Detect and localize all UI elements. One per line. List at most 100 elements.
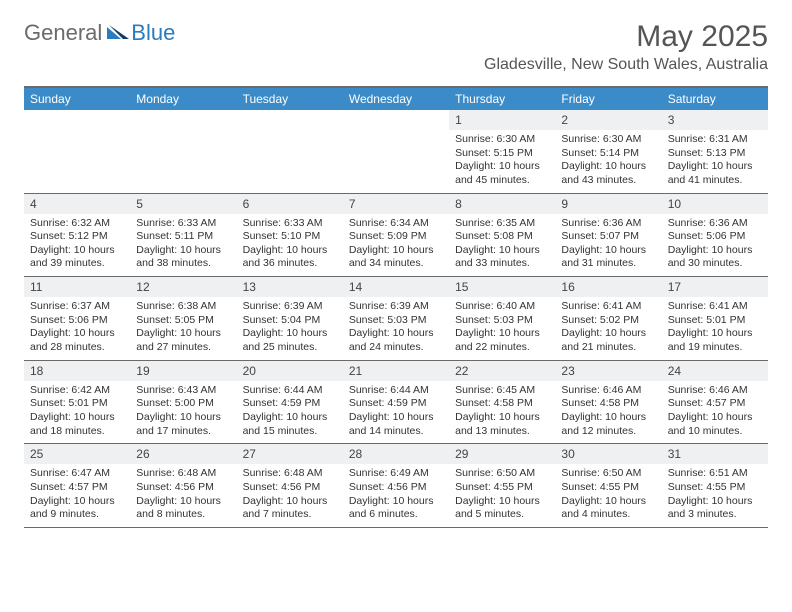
day-content [343,116,449,124]
weekday-tuesday: Tuesday [237,88,343,110]
day-line: Daylight: 10 hours and 36 minutes. [243,244,337,271]
day-line: Daylight: 10 hours and 28 minutes. [30,327,124,354]
month-title: May 2025 [484,20,768,54]
day-number: 1 [449,110,555,130]
day-number: 11 [24,277,130,297]
day-cell: 2Sunrise: 6:30 AMSunset: 5:14 PMDaylight… [555,110,661,193]
day-number: 31 [662,444,768,464]
day-number: 9 [555,194,661,214]
day-content: Sunrise: 6:46 AMSunset: 4:58 PMDaylight:… [555,381,661,444]
day-content: Sunrise: 6:33 AMSunset: 5:10 PMDaylight:… [237,214,343,277]
day-content: Sunrise: 6:34 AMSunset: 5:09 PMDaylight:… [343,214,449,277]
day-content: Sunrise: 6:36 AMSunset: 5:07 PMDaylight:… [555,214,661,277]
day-number: 24 [662,361,768,381]
day-number: 30 [555,444,661,464]
day-line: Sunset: 5:11 PM [136,230,230,244]
day-line: Sunset: 4:59 PM [349,397,443,411]
day-line: Daylight: 10 hours and 13 minutes. [455,411,549,438]
day-line: Sunset: 5:15 PM [455,147,549,161]
day-number: 13 [237,277,343,297]
day-cell: 28Sunrise: 6:49 AMSunset: 4:56 PMDayligh… [343,444,449,527]
day-cell: 18Sunrise: 6:42 AMSunset: 5:01 PMDayligh… [24,361,130,444]
day-line: Sunrise: 6:40 AM [455,300,549,314]
day-number: 22 [449,361,555,381]
day-line: Sunrise: 6:49 AM [349,467,443,481]
day-cell: 23Sunrise: 6:46 AMSunset: 4:58 PMDayligh… [555,361,661,444]
day-cell: 9Sunrise: 6:36 AMSunset: 5:07 PMDaylight… [555,194,661,277]
day-line: Daylight: 10 hours and 22 minutes. [455,327,549,354]
calendar-grid: SundayMondayTuesdayWednesdayThursdayFrid… [24,86,768,528]
day-content: Sunrise: 6:30 AMSunset: 5:15 PMDaylight:… [449,130,555,193]
day-line: Sunrise: 6:50 AM [455,467,549,481]
day-line: Sunrise: 6:43 AM [136,384,230,398]
day-line: Daylight: 10 hours and 12 minutes. [561,411,655,438]
week-row: 4Sunrise: 6:32 AMSunset: 5:12 PMDaylight… [24,194,768,278]
day-line: Daylight: 10 hours and 19 minutes. [668,327,762,354]
day-line: Daylight: 10 hours and 27 minutes. [136,327,230,354]
day-line: Sunset: 4:58 PM [455,397,549,411]
day-line: Sunrise: 6:35 AM [455,217,549,231]
day-line: Sunset: 5:03 PM [455,314,549,328]
day-content: Sunrise: 6:47 AMSunset: 4:57 PMDaylight:… [24,464,130,527]
day-line: Daylight: 10 hours and 38 minutes. [136,244,230,271]
day-line: Sunset: 5:12 PM [30,230,124,244]
day-cell: 20Sunrise: 6:44 AMSunset: 4:59 PMDayligh… [237,361,343,444]
day-line: Sunset: 4:55 PM [561,481,655,495]
day-cell: 25Sunrise: 6:47 AMSunset: 4:57 PMDayligh… [24,444,130,527]
day-content: Sunrise: 6:46 AMSunset: 4:57 PMDaylight:… [662,381,768,444]
day-cell: 12Sunrise: 6:38 AMSunset: 5:05 PMDayligh… [130,277,236,360]
day-line: Sunset: 5:04 PM [243,314,337,328]
day-cell: 31Sunrise: 6:51 AMSunset: 4:55 PMDayligh… [662,444,768,527]
day-line: Sunset: 5:01 PM [668,314,762,328]
weekday-friday: Friday [555,88,661,110]
day-cell: 8Sunrise: 6:35 AMSunset: 5:08 PMDaylight… [449,194,555,277]
day-line: Sunrise: 6:48 AM [243,467,337,481]
day-content: Sunrise: 6:51 AMSunset: 4:55 PMDaylight:… [662,464,768,527]
day-line: Sunset: 5:02 PM [561,314,655,328]
day-content: Sunrise: 6:50 AMSunset: 4:55 PMDaylight:… [555,464,661,527]
day-cell: 11Sunrise: 6:37 AMSunset: 5:06 PMDayligh… [24,277,130,360]
week-row: 1Sunrise: 6:30 AMSunset: 5:15 PMDaylight… [24,110,768,194]
day-line: Sunset: 4:57 PM [668,397,762,411]
day-cell: 15Sunrise: 6:40 AMSunset: 5:03 PMDayligh… [449,277,555,360]
day-line: Sunrise: 6:33 AM [136,217,230,231]
day-cell-empty [237,110,343,193]
title-block: May 2025 Gladesville, New South Wales, A… [484,20,768,74]
day-number: 23 [555,361,661,381]
day-line: Sunset: 4:57 PM [30,481,124,495]
weekday-thursday: Thursday [449,88,555,110]
day-content: Sunrise: 6:33 AMSunset: 5:11 PMDaylight:… [130,214,236,277]
day-line: Daylight: 10 hours and 14 minutes. [349,411,443,438]
day-cell-empty [130,110,236,193]
day-line: Daylight: 10 hours and 24 minutes. [349,327,443,354]
day-line: Sunrise: 6:38 AM [136,300,230,314]
day-number: 2 [555,110,661,130]
day-cell: 22Sunrise: 6:45 AMSunset: 4:58 PMDayligh… [449,361,555,444]
day-number: 4 [24,194,130,214]
brand-part1: General [24,20,102,46]
day-content: Sunrise: 6:49 AMSunset: 4:56 PMDaylight:… [343,464,449,527]
day-cell: 21Sunrise: 6:44 AMSunset: 4:59 PMDayligh… [343,361,449,444]
day-cell: 1Sunrise: 6:30 AMSunset: 5:15 PMDaylight… [449,110,555,193]
day-number: 10 [662,194,768,214]
day-line: Sunrise: 6:47 AM [30,467,124,481]
day-number: 12 [130,277,236,297]
day-number: 21 [343,361,449,381]
day-cell: 13Sunrise: 6:39 AMSunset: 5:04 PMDayligh… [237,277,343,360]
day-line: Sunset: 5:06 PM [668,230,762,244]
day-content [130,116,236,124]
day-content: Sunrise: 6:38 AMSunset: 5:05 PMDaylight:… [130,297,236,360]
day-cell: 7Sunrise: 6:34 AMSunset: 5:09 PMDaylight… [343,194,449,277]
day-line: Daylight: 10 hours and 10 minutes. [668,411,762,438]
day-line: Sunset: 4:59 PM [243,397,337,411]
day-content: Sunrise: 6:31 AMSunset: 5:13 PMDaylight:… [662,130,768,193]
day-cell: 4Sunrise: 6:32 AMSunset: 5:12 PMDaylight… [24,194,130,277]
day-line: Sunrise: 6:44 AM [349,384,443,398]
day-cell: 6Sunrise: 6:33 AMSunset: 5:10 PMDaylight… [237,194,343,277]
day-line: Sunset: 4:56 PM [349,481,443,495]
day-content: Sunrise: 6:48 AMSunset: 4:56 PMDaylight:… [237,464,343,527]
day-line: Sunrise: 6:36 AM [561,217,655,231]
day-line: Sunrise: 6:48 AM [136,467,230,481]
day-number: 6 [237,194,343,214]
day-content: Sunrise: 6:44 AMSunset: 4:59 PMDaylight:… [343,381,449,444]
